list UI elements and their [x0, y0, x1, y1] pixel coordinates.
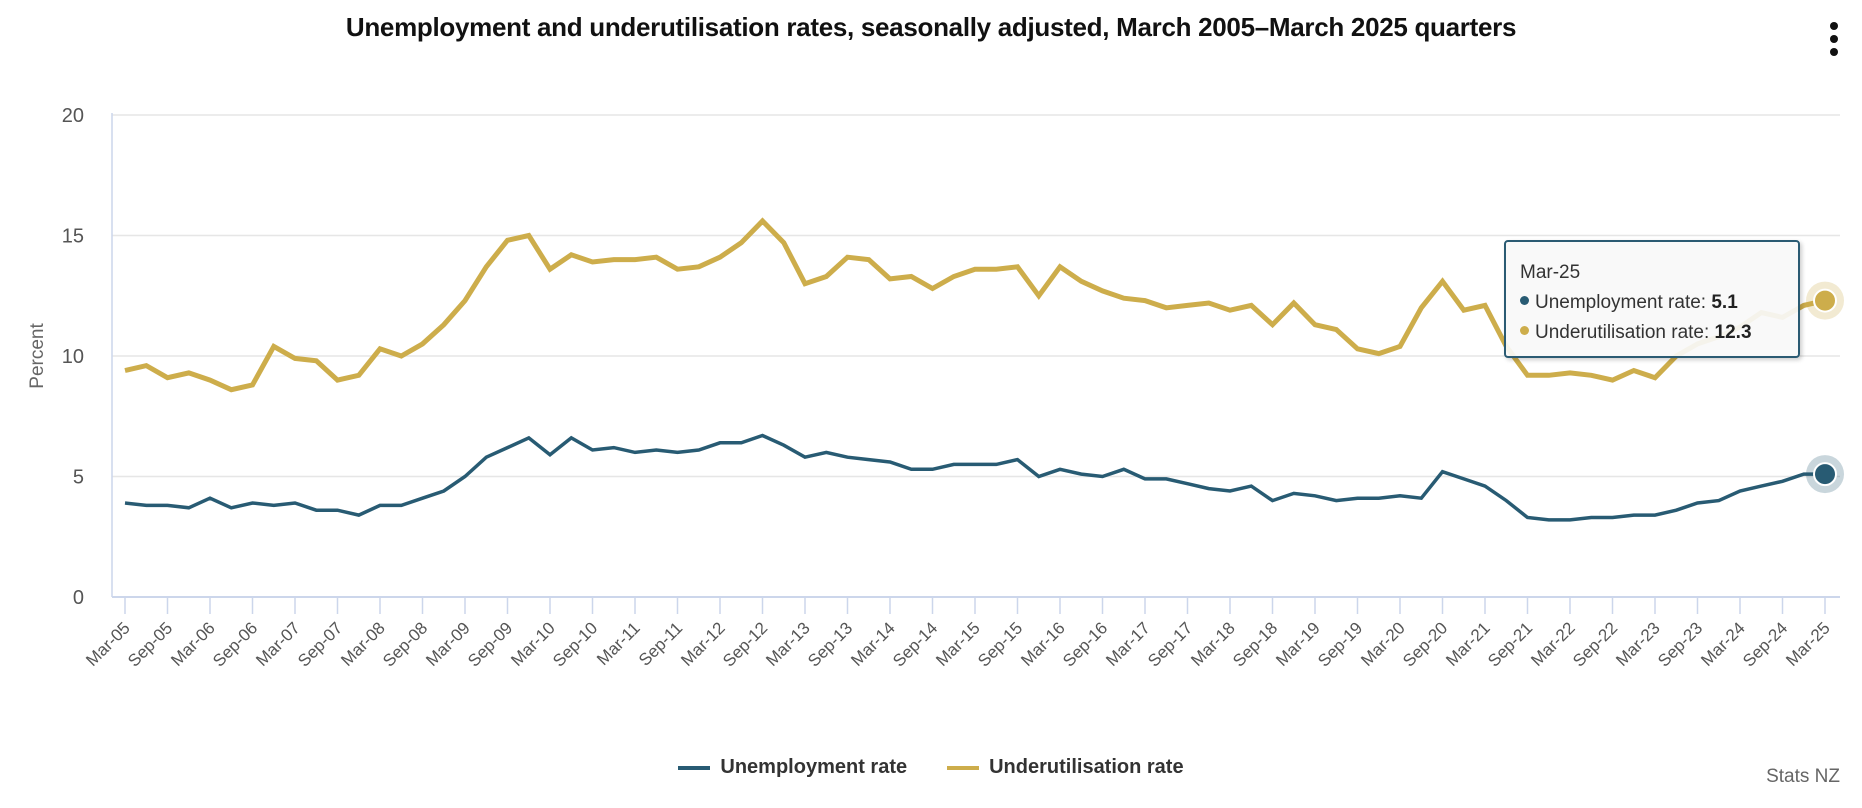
legend-swatch-unemployment	[678, 765, 711, 770]
x-tick-label: Sep-07	[294, 618, 346, 670]
underutilisation-dot-icon	[1520, 326, 1529, 336]
x-tick-label: Sep-23	[1654, 618, 1706, 670]
x-tick-label: Sep-09	[464, 618, 516, 670]
x-tick-label: Mar-14	[847, 618, 899, 670]
x-tick-label: Sep-22	[1569, 618, 1621, 670]
y-tick-label: 15	[62, 226, 84, 248]
x-tick-label: Mar-19	[1272, 618, 1324, 670]
x-tick-label: Mar-12	[677, 618, 729, 670]
x-tick-label: Sep-18	[1229, 618, 1281, 670]
y-tick-label: 10	[62, 346, 84, 368]
x-tick-label: Mar-25	[1782, 618, 1834, 670]
y-tick-labels: 0 5 10 15 20	[62, 105, 84, 609]
underutilisation-line[interactable]	[124, 217, 1826, 393]
legend-label: Underutilisation rate	[989, 756, 1184, 778]
x-tick-label: Mar-21	[1442, 618, 1494, 670]
hover-markers	[1806, 281, 1844, 494]
y-tick-label: 20	[62, 105, 84, 127]
kebab-menu-icon[interactable]	[1822, 18, 1846, 60]
x-tick-label: Mar-11	[593, 618, 644, 669]
x-tick-label: Mar-09	[422, 618, 474, 670]
x-tick-label: Sep-19	[1314, 618, 1366, 670]
x-tick-label: Mar-18	[1187, 618, 1239, 670]
tooltip-row-underutilisation: Underutilisation rate: 12.3	[1520, 322, 1752, 344]
x-tick-label: Mar-06	[167, 618, 219, 670]
y-tick-label: 5	[73, 467, 84, 489]
x-tick-label: Sep-08	[379, 618, 431, 670]
hover-point[interactable]	[1813, 288, 1837, 313]
x-tick-label: Sep-20	[1399, 618, 1451, 670]
x-tick-label: Sep-21	[1484, 618, 1536, 670]
x-tick-label: Mar-17	[1102, 618, 1154, 670]
x-tick-label: Sep-06	[209, 618, 261, 670]
x-tick-label: Sep-15	[974, 618, 1026, 670]
tooltip-value: 5.1	[1711, 292, 1738, 313]
x-tick-label: Mar-23	[1612, 618, 1664, 670]
tooltip-label: Underutilisation rate:	[1535, 322, 1715, 343]
legend-item-unemployment[interactable]: Unemployment rate	[678, 756, 907, 779]
hover-point[interactable]	[1813, 462, 1837, 487]
x-tick-label: Sep-12	[719, 618, 771, 670]
x-tick-label: Sep-16	[1059, 618, 1111, 670]
x-tick-label: Mar-20	[1357, 618, 1409, 670]
y-tick-label: 0	[73, 587, 84, 609]
x-tick-label: Mar-05	[82, 618, 134, 670]
legend: Unemployment rate Underutilisation rate	[0, 756, 1862, 779]
series-lines	[124, 217, 1826, 522]
tooltip-label: Unemployment rate:	[1535, 292, 1712, 313]
chart-title: Unemployment and underutilisation rates,…	[345, 12, 1517, 42]
x-tick-label: Mar-08	[337, 618, 389, 670]
y-axis-label: Percent	[27, 323, 48, 389]
x-tick-label: Sep-11	[635, 618, 686, 669]
tooltip-row-unemployment: Unemployment rate: 5.1	[1520, 292, 1738, 314]
legend-swatch-underutilisation	[947, 765, 980, 770]
x-tick-label: Sep-05	[124, 618, 176, 670]
x-tick-label: Sep-10	[549, 618, 601, 670]
x-tick-label: Mar-16	[1017, 618, 1069, 670]
legend-item-underutilisation[interactable]: Underutilisation rate	[947, 756, 1184, 779]
x-tick-label: Sep-24	[1739, 618, 1791, 670]
x-tick-label: Mar-15	[932, 618, 984, 670]
x-tick-label: Mar-22	[1527, 618, 1579, 670]
tooltip-value: 12.3	[1714, 322, 1752, 343]
x-tick-label: Sep-13	[804, 618, 856, 670]
legend-label: Unemployment rate	[720, 756, 908, 778]
x-tick-label: Mar-07	[252, 618, 304, 670]
x-tick-labels: Mar-05Sep-05Mar-06Sep-06Mar-07Sep-07Mar-…	[82, 618, 1834, 670]
x-tick-label: Mar-13	[762, 618, 814, 670]
credit-text: Stats NZ	[1766, 766, 1840, 787]
tooltip: Mar-25 Unemployment rate: 5.1 Underutili…	[1504, 240, 1800, 358]
x-tick-label: Sep-17	[1144, 618, 1196, 670]
unemployment-line[interactable]	[124, 433, 1825, 522]
tooltip-date: Mar-25	[1520, 262, 1581, 283]
unemployment-dot-icon	[1520, 296, 1529, 306]
x-tick-label: Mar-10	[507, 618, 559, 670]
axes	[111, 113, 1840, 614]
x-tick-label: Sep-14	[889, 618, 941, 670]
x-tick-label: Mar-24	[1697, 618, 1749, 670]
